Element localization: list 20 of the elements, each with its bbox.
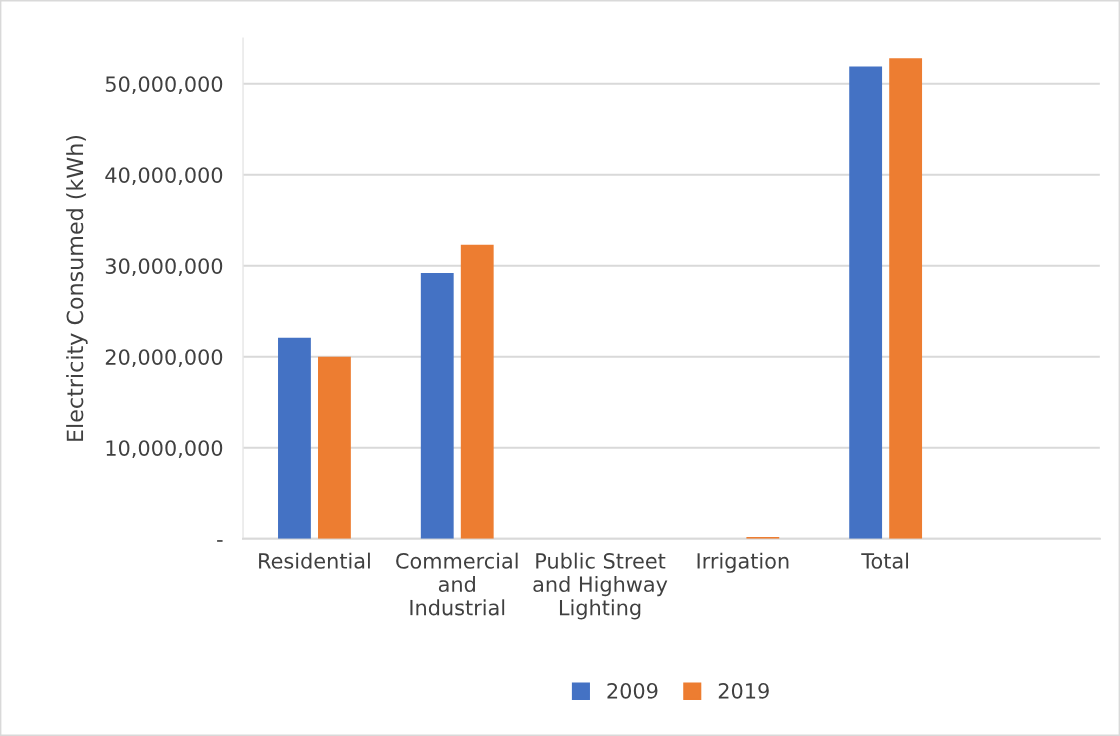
- legend-label: 2019: [718, 682, 769, 699]
- x-tick-label: Irrigation: [697, 552, 789, 573]
- bar: [889, 58, 923, 539]
- y-tick-label: 30,000,000: [105, 258, 223, 277]
- bar: [849, 66, 883, 539]
- y-tick-label: 10,000,000: [106, 440, 223, 459]
- y-axis-title: Electricity Consumed (kWh): [66, 135, 88, 441]
- bar: [420, 273, 454, 539]
- x-tick-label: Residential: [259, 552, 370, 569]
- y-tick-label: -: [217, 540, 223, 542]
- y-tick-label: 40,000,000: [105, 167, 223, 186]
- x-tick-label: Public Street and Highway Lighting: [533, 552, 668, 620]
- x-tick-label: Total: [861, 552, 909, 569]
- bar: [460, 244, 494, 539]
- y-tick-label: 50,000,000: [105, 76, 223, 95]
- legend-label: 2009: [607, 682, 658, 699]
- y-tick-label: 20,000,000: [105, 349, 223, 368]
- x-tick-label: Commercial and Industrial: [396, 552, 518, 616]
- bar: [318, 356, 351, 539]
- bar: [278, 337, 311, 539]
